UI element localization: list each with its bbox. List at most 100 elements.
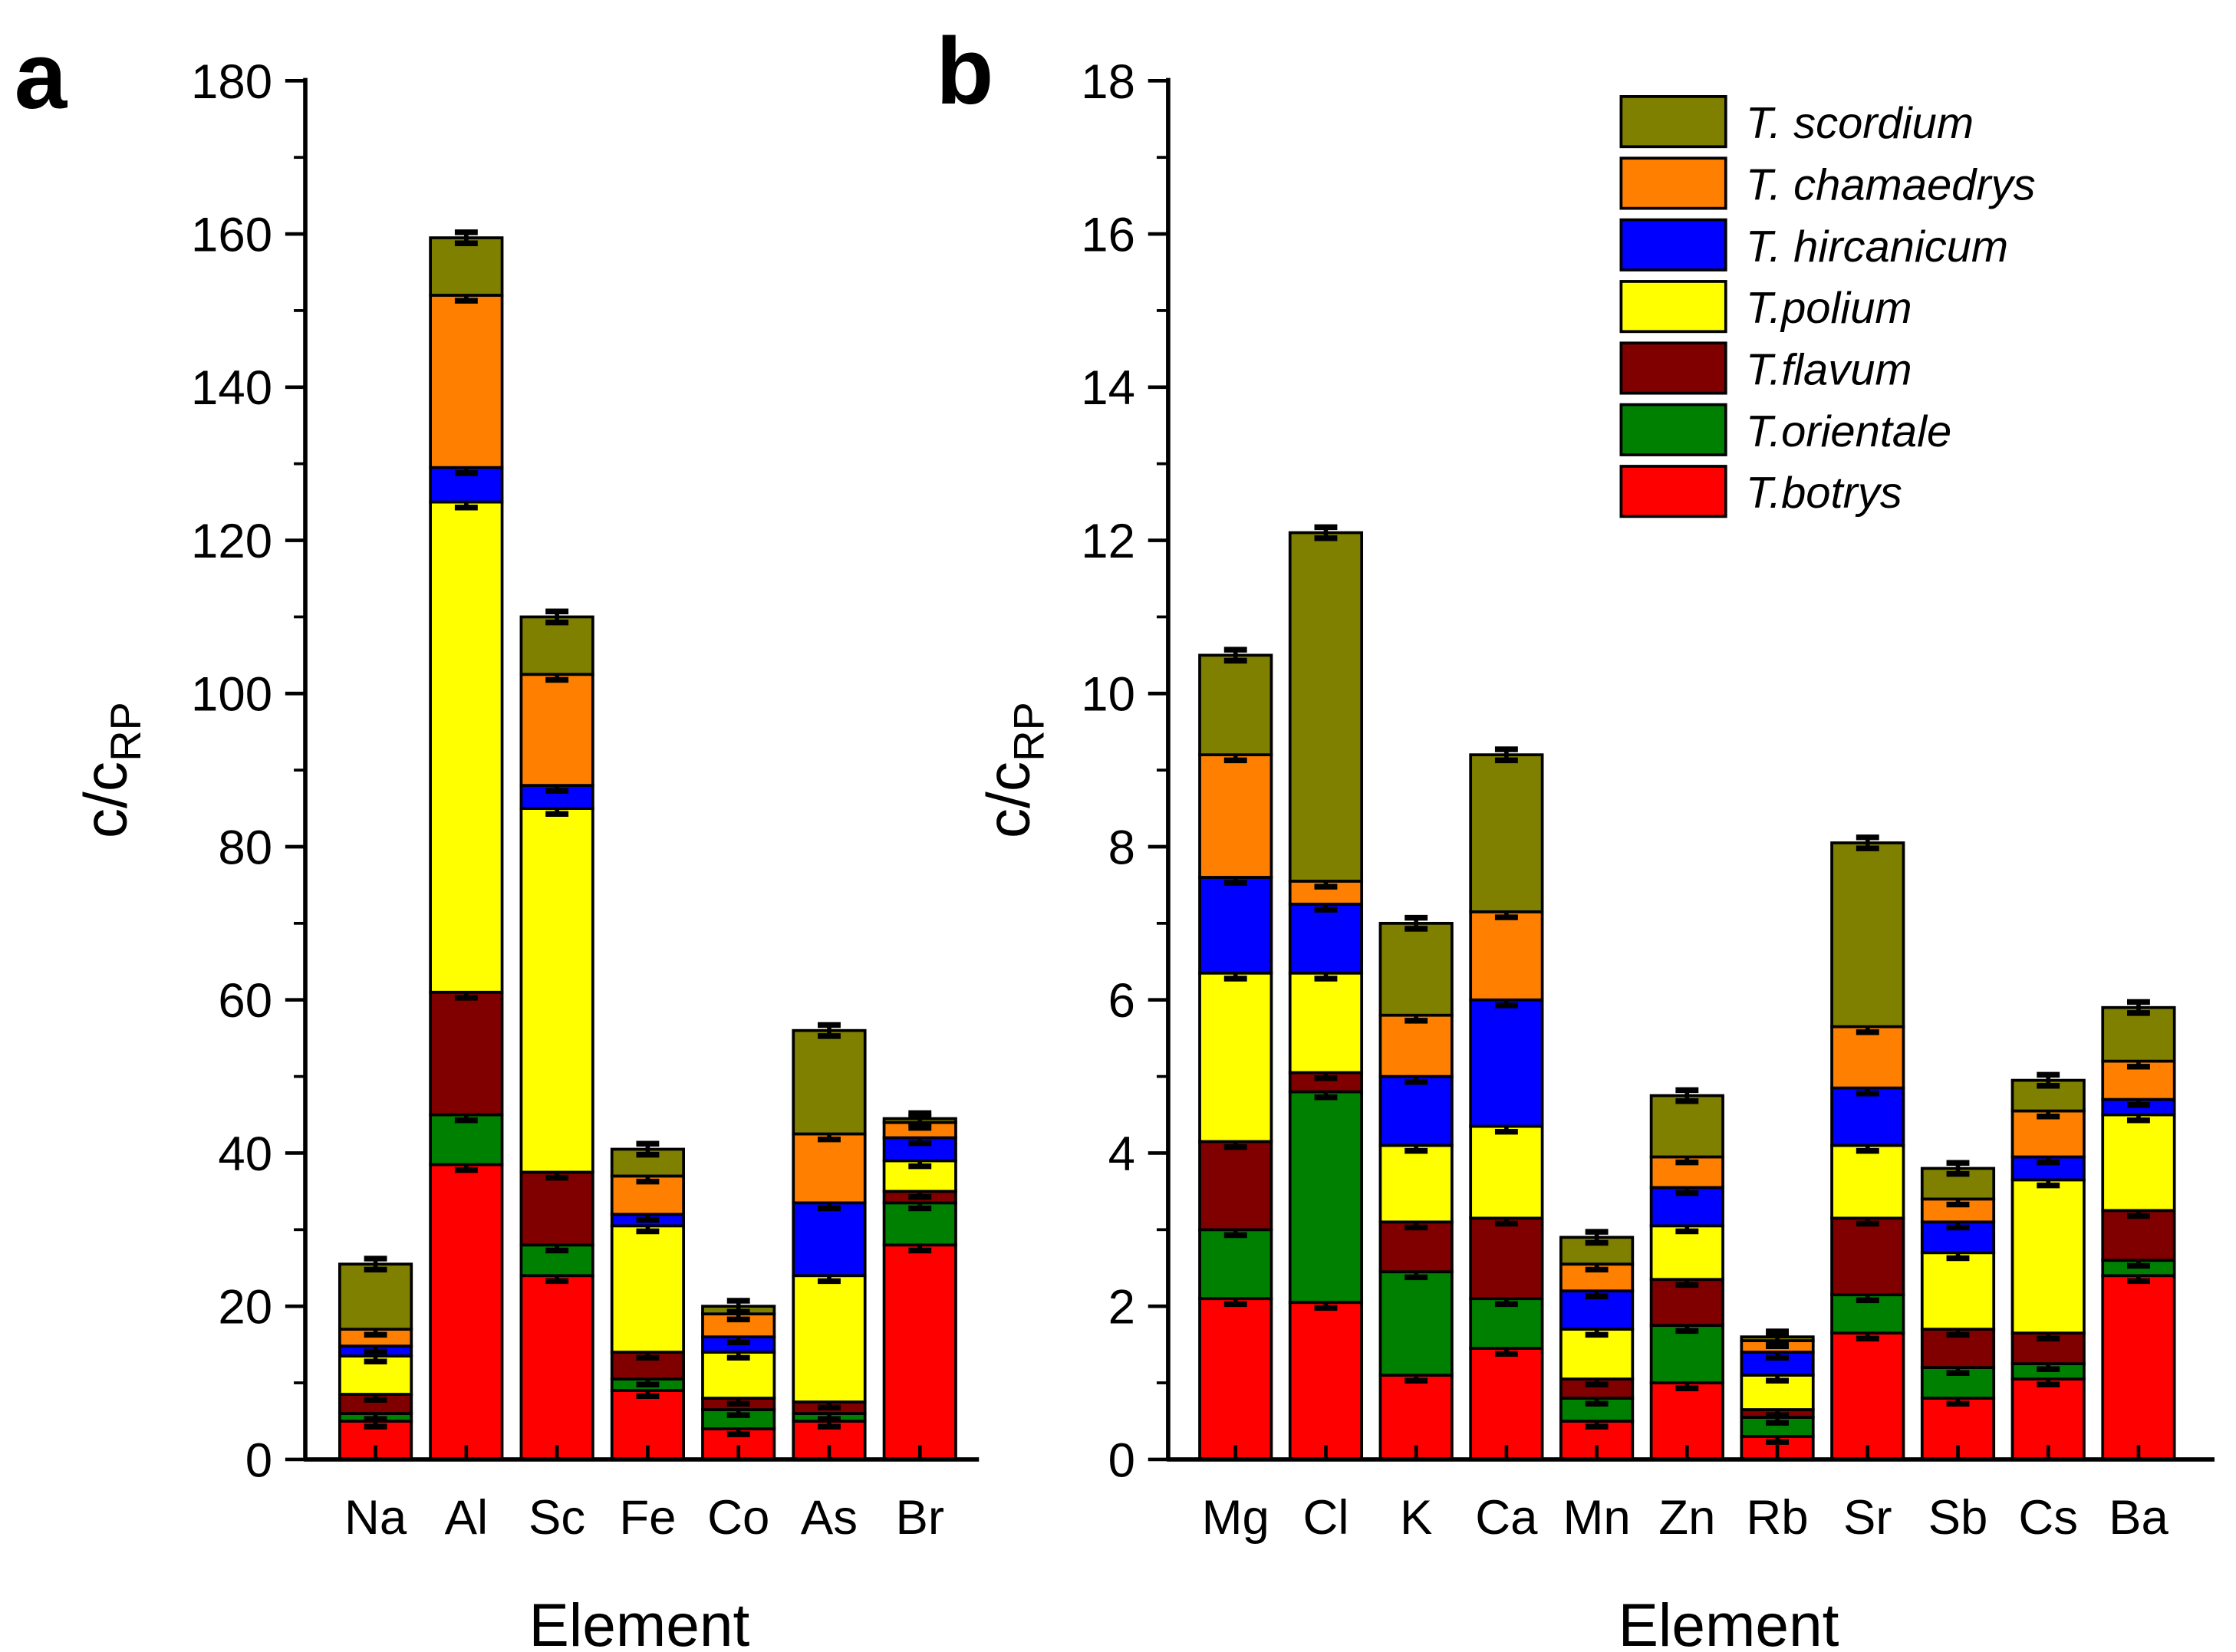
bar-segment: [2101, 1113, 2176, 1213]
bar-segment: [1830, 1331, 1905, 1461]
y-axis-title: c/cRP: [71, 702, 150, 838]
bar-segment: [1920, 1251, 1996, 1331]
legend-swatch: [1619, 465, 1727, 518]
y-axis-title-main: c/c: [71, 762, 139, 838]
y-tick-label: 160: [191, 207, 272, 262]
bar-segment: [1830, 1025, 1905, 1090]
bar-segment: [1649, 1155, 1724, 1190]
x-tick-label: As: [801, 1490, 858, 1545]
y-tick-label: 12: [1081, 514, 1135, 568]
bar-segment: [1469, 1216, 1544, 1301]
y-tick-label: 180: [191, 54, 272, 109]
y-tick-label: 140: [191, 360, 272, 415]
legend-label: T.polium: [1746, 284, 1912, 333]
bar-segment: [1198, 971, 1273, 1144]
y-tick-label: 0: [1108, 1433, 1135, 1487]
bar-segment: [610, 1224, 685, 1354]
bar-segment: [1649, 1224, 1724, 1282]
bar-segment: [1378, 1270, 1454, 1377]
bar-segment: [1469, 1124, 1544, 1220]
legend-label: T.botrys: [1746, 469, 1902, 518]
bar-segment: [1198, 1140, 1273, 1232]
x-tick-label: K: [1400, 1490, 1432, 1545]
panel-a-chart: a Na Al Sc Fe Co As Br 0 20 40 60 80 100 120 140 160 180 c…: [15, 23, 980, 1652]
y-tick-label: 20: [218, 1280, 272, 1334]
bar-segment: [429, 500, 504, 994]
bar-segment: [519, 1170, 594, 1247]
y-axis-title: c/cRP: [975, 702, 1053, 838]
bar-segment: [1198, 1297, 1273, 1461]
legend-swatch: [1619, 156, 1727, 210]
x-tick-label: Zn: [1658, 1490, 1715, 1545]
y-tick-label: 2: [1108, 1280, 1135, 1334]
panel-label: b: [936, 18, 993, 124]
x-tick-label: Sc: [529, 1490, 585, 1545]
y-tick-label: 18: [1081, 54, 1135, 109]
bar-segment: [701, 1408, 776, 1430]
legend-swatch: [1619, 341, 1727, 395]
bar-segment: [1288, 1090, 1364, 1305]
y-tick-label: 40: [218, 1127, 272, 1181]
y-axis-title-subscript: RP: [101, 702, 150, 762]
y-tick-label: 100: [191, 667, 272, 722]
y-tick-label: 80: [218, 820, 272, 874]
x-tick-label: Cl: [1302, 1490, 1349, 1545]
x-tick-label: Mn: [1563, 1490, 1630, 1545]
legend-label: T.flavum: [1746, 345, 1912, 394]
bar-segment: [792, 1274, 867, 1404]
bar-segment: [1469, 910, 1544, 1002]
bar-segment: [429, 294, 504, 469]
bar-segment: [1198, 653, 1273, 757]
bar-segment: [792, 1201, 867, 1278]
bar-segment: [1198, 876, 1273, 975]
bar-segment: [1378, 921, 1454, 1017]
bar-segment: [429, 990, 504, 1117]
y-axis-title-main: c/c: [975, 762, 1042, 838]
x-tick-label: Na: [344, 1490, 407, 1545]
x-tick-label: Al: [445, 1490, 488, 1545]
bar-segment: [1288, 971, 1364, 1074]
bar-segment: [2010, 1178, 2086, 1335]
x-axis-title: Element: [1619, 1591, 1839, 1652]
x-tick-label: Ba: [2109, 1490, 2168, 1545]
x-tick-label: Cs: [2018, 1490, 2078, 1545]
bar-segment: [2101, 1059, 2176, 1101]
legend: T. scordium T. chamaedrys T. hircanicum T.p…: [1619, 95, 2036, 518]
x-tick-label: Ca: [1475, 1490, 1538, 1545]
panel-b-chart: b Mg Cl K Ca Mn Zn Rb Sr Sb Cs Ba 0 2 4 6 8 10 12 14 16 18 c/c…: [936, 18, 2215, 1652]
y-tick-label: 16: [1081, 207, 1135, 262]
bar-segment: [1830, 1086, 1905, 1147]
bar-segment: [338, 1262, 413, 1331]
panel-label: a: [15, 23, 68, 129]
y-axis-title-subscript: RP: [1004, 702, 1052, 762]
bar-segment: [519, 807, 594, 1174]
y-tick-label: 120: [191, 514, 272, 568]
legend-swatch: [1619, 280, 1727, 334]
bar-segment: [1830, 841, 1905, 1028]
bar-segment: [792, 1132, 867, 1205]
bar-segment: [2010, 1078, 2086, 1113]
bar-segment: [1559, 1328, 1635, 1381]
bar-segment: [429, 1163, 504, 1461]
legend-label: T. chamaedrys: [1746, 160, 2036, 209]
bar-segment: [1469, 1347, 1544, 1461]
bar-segment: [1649, 1094, 1724, 1159]
bar-segment: [882, 1243, 957, 1461]
bar-segment: [1198, 753, 1273, 879]
x-tick-label: Rb: [1746, 1490, 1808, 1545]
bar-segment: [1830, 1144, 1905, 1220]
bar-segment: [1288, 903, 1364, 975]
legend-swatch: [1619, 95, 1727, 149]
x-tick-label: Br: [896, 1490, 945, 1545]
x-tick-label: Co: [707, 1490, 769, 1545]
bar-segment: [519, 1274, 594, 1461]
y-tick-label: 4: [1108, 1127, 1135, 1181]
x-tick-label: Sr: [1843, 1490, 1892, 1545]
bar-segment: [519, 615, 594, 676]
bar-segment: [519, 673, 594, 787]
bar-segment: [1378, 1074, 1454, 1147]
bar-segment: [1469, 998, 1544, 1128]
bar-segment: [792, 1028, 867, 1136]
x-tick-label: Fe: [619, 1490, 676, 1545]
y-tick-label: 0: [245, 1433, 272, 1487]
